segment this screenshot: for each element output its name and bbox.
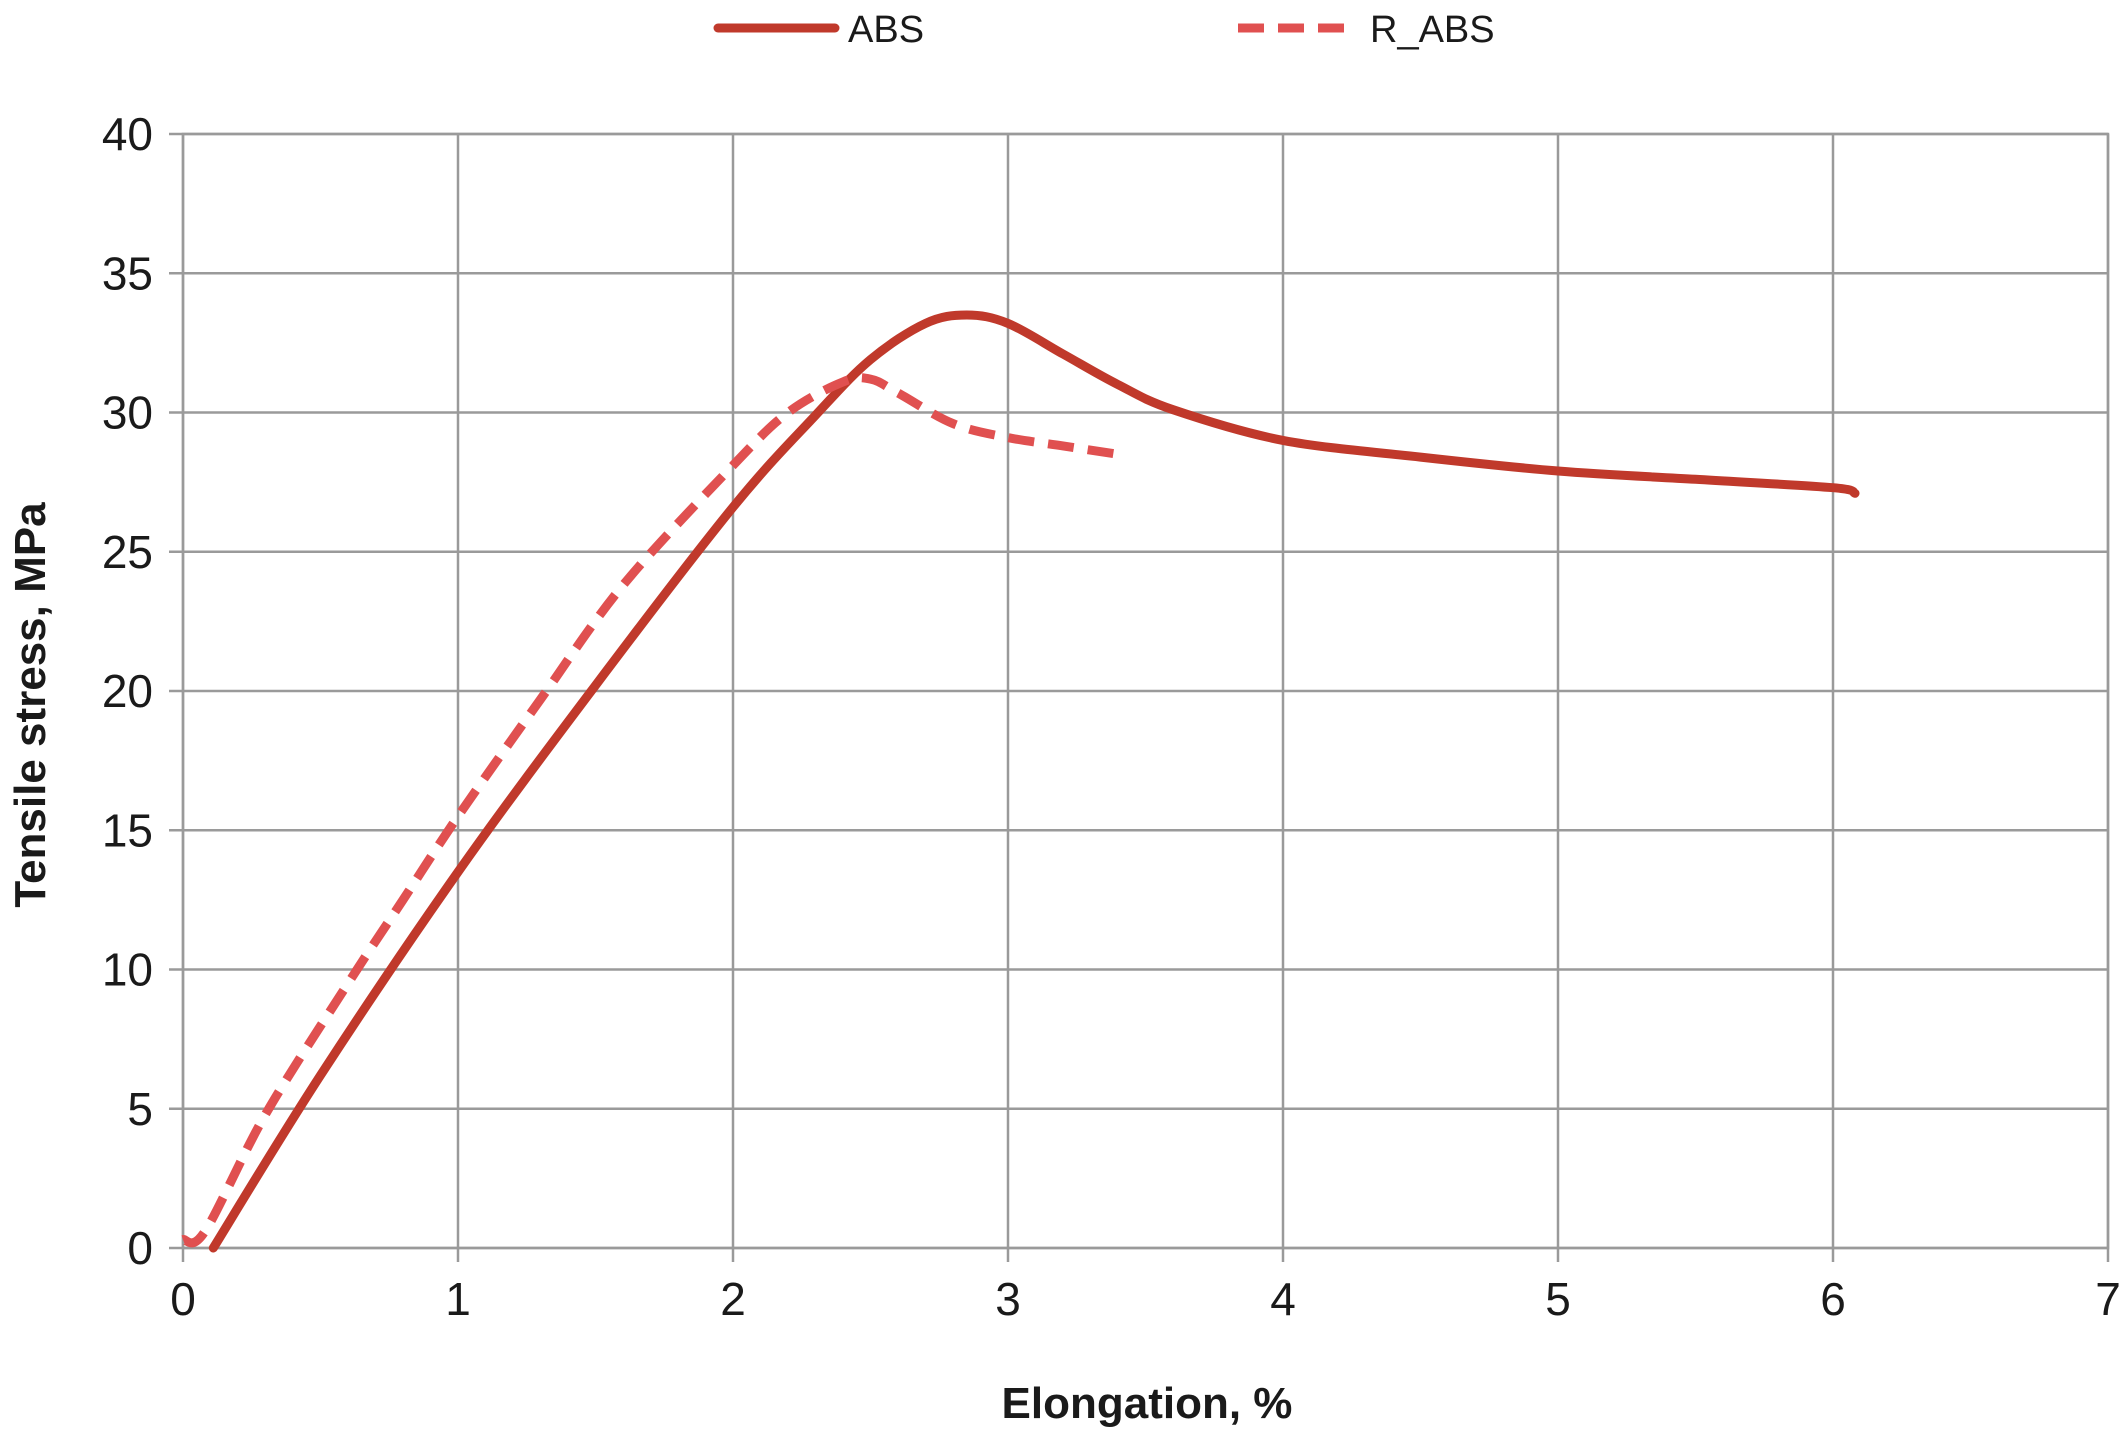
x-tick-label: 2 [720,1273,746,1325]
series-line-r-abs [181,373,1119,1248]
y-tick-label: 30 [102,387,153,439]
grid-lines [169,132,2110,1262]
y-axis-title: Tensile stress, MPa [6,502,55,908]
y-tick-label: 40 [102,108,153,160]
y-tick-label: 15 [102,804,153,856]
x-tick-label: 3 [995,1273,1021,1325]
x-axis-title: Elongation, % [1002,1379,1293,1428]
x-tick-label: 1 [445,1273,471,1325]
x-tick-label: 7 [2095,1273,2121,1325]
y-tick-label: 0 [127,1222,153,1274]
x-tick-label: 0 [170,1273,196,1325]
series-line-abs [208,310,1860,1253]
y-tick-label: 35 [102,247,153,299]
y-tick-label: 20 [102,665,153,717]
legend-label-r-abs: R_ABS [1370,9,1495,51]
x-tick-label: 6 [1820,1273,1846,1325]
legend-label-abs: ABS [848,9,924,51]
y-tick-label: 25 [102,526,153,578]
tick-labels: 0 5 10 15 20 25 30 35 40 0 1 2 3 4 5 6 7 [102,108,2121,1325]
y-tick-label: 5 [127,1083,153,1135]
plot-frame [181,132,2110,1250]
series-lines [181,310,1860,1253]
y-tick-label: 10 [102,944,153,996]
legend: ABS R_ABS [713,9,1495,51]
x-tick-label: 5 [1545,1273,1571,1325]
x-tick-label: 4 [1270,1273,1296,1325]
